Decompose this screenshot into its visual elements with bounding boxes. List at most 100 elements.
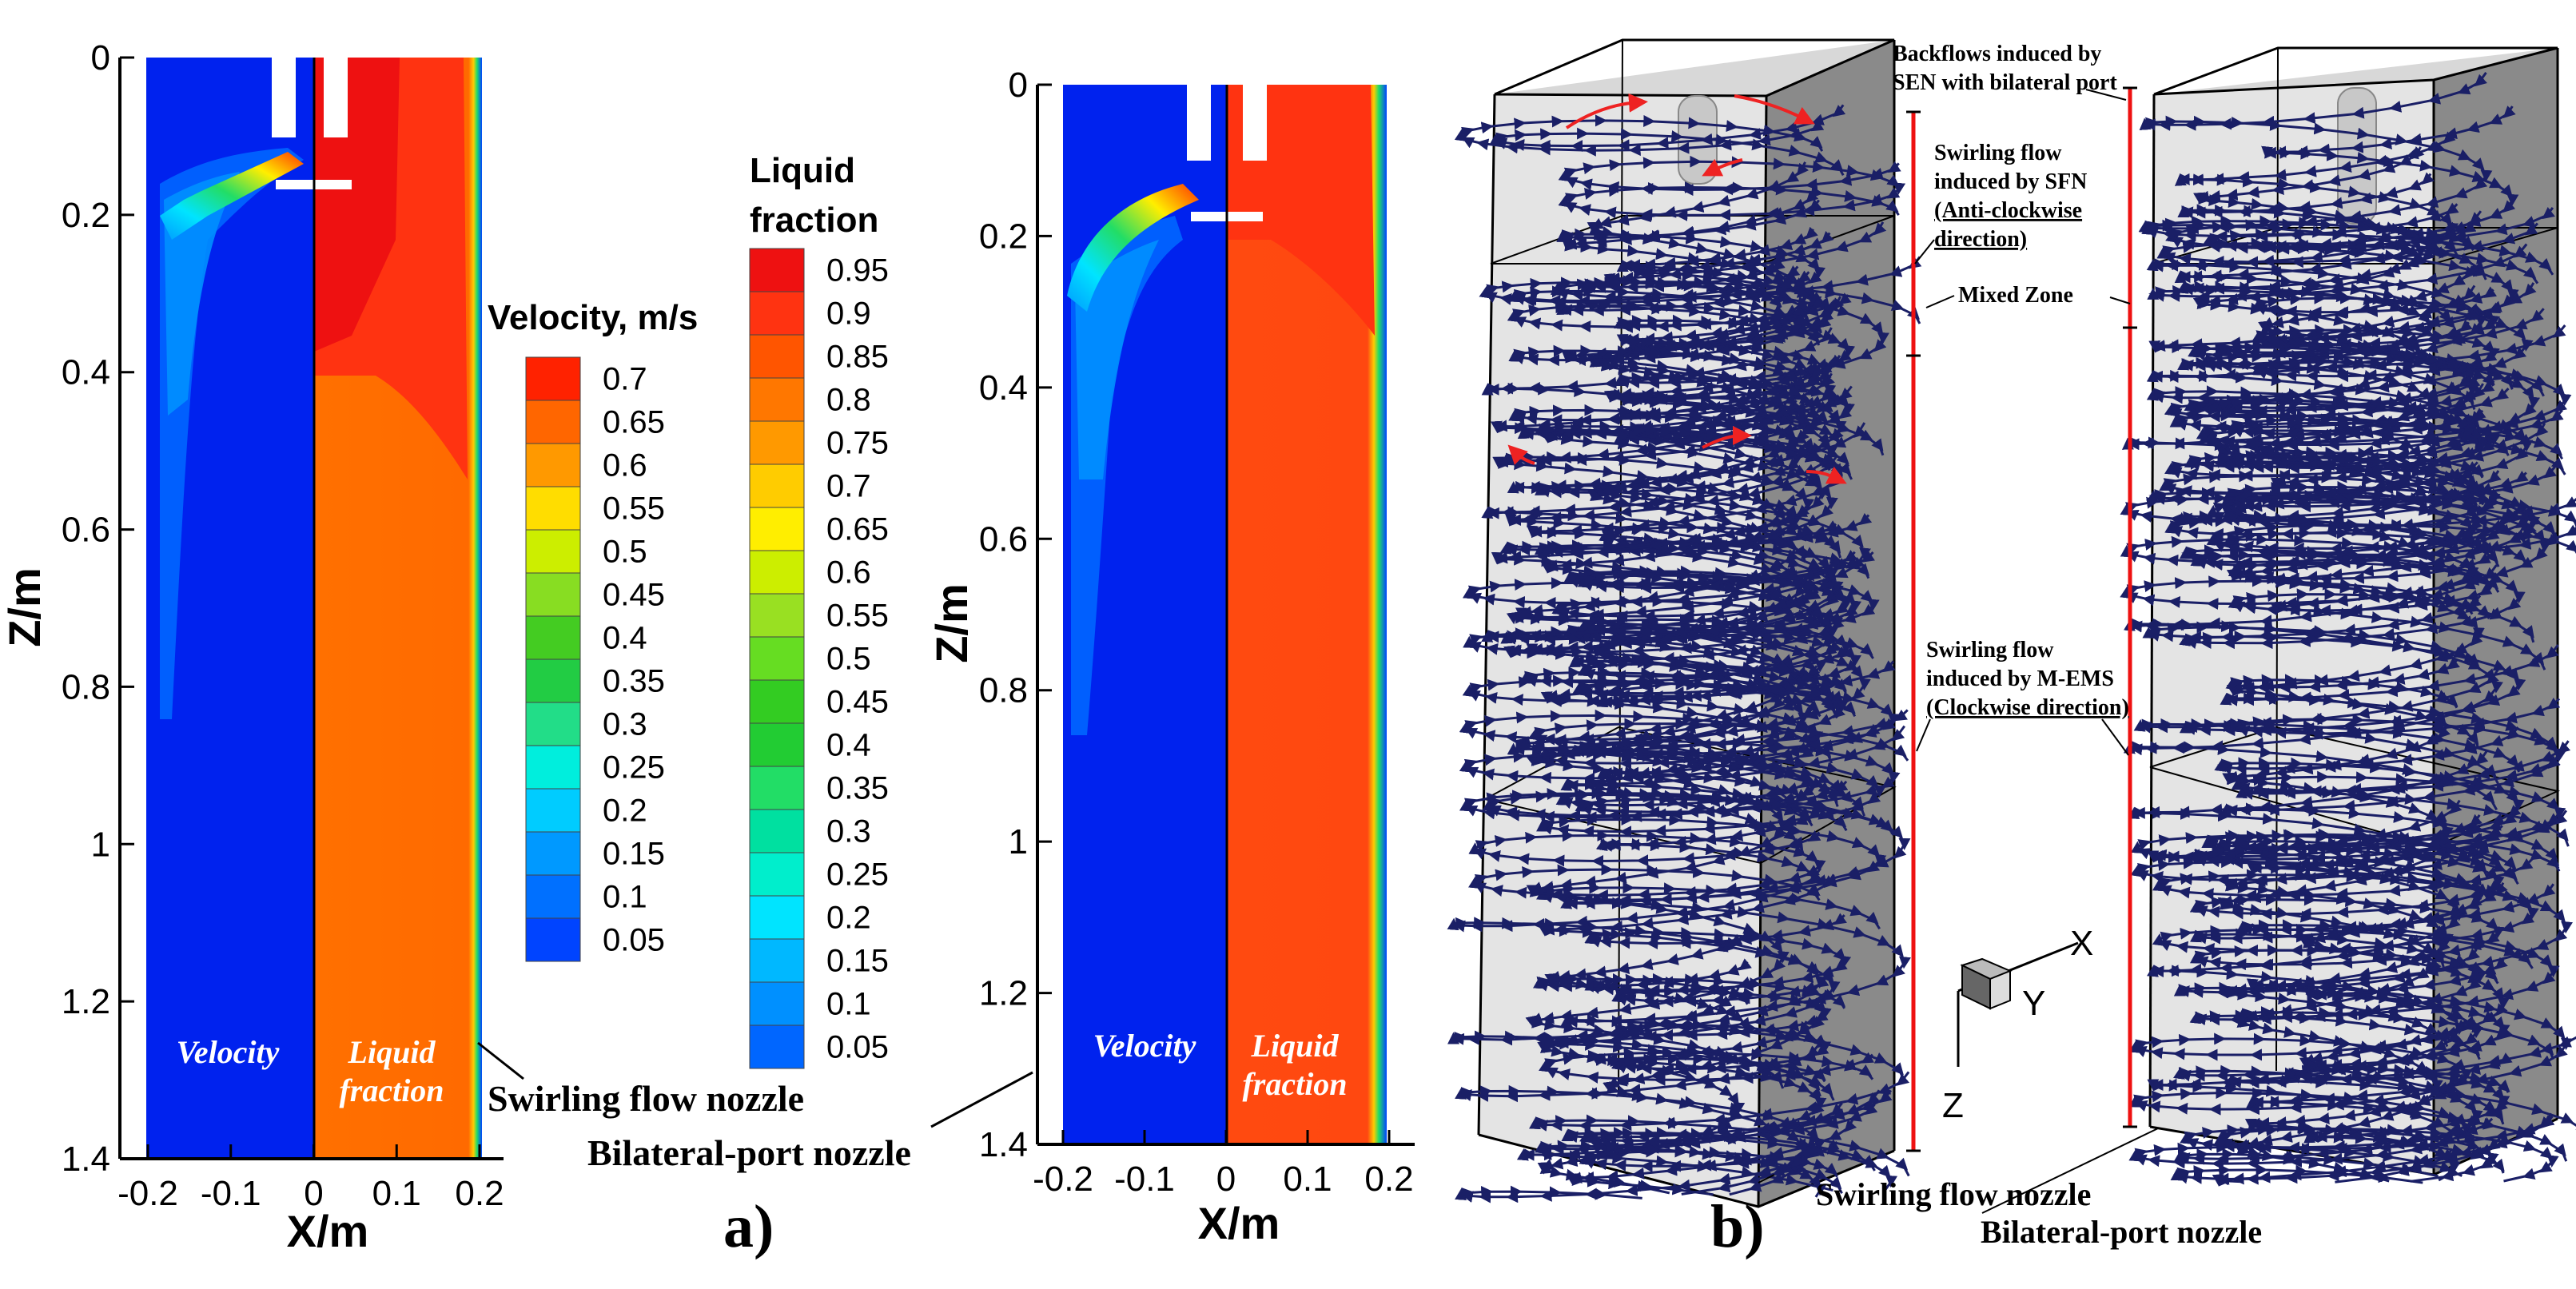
x-tick-label: -0.1 xyxy=(201,1174,261,1213)
nozzle-wall-right xyxy=(324,58,348,137)
y-tick-label: 0 xyxy=(91,38,110,78)
legend-level: 0.35 xyxy=(603,664,665,699)
fraction-label-line2: fraction xyxy=(1242,1066,1347,1102)
legend-level: 0.55 xyxy=(603,491,665,527)
x-tick-label: -0.2 xyxy=(1033,1160,1093,1199)
legend-level: 0.7 xyxy=(826,469,871,504)
legend-level: 0.2 xyxy=(603,794,647,829)
legend-level: 0.35 xyxy=(826,771,889,806)
y-tick-label: 0 xyxy=(1009,66,1028,105)
y-tick-label: 1.2 xyxy=(62,982,110,1021)
legend-level: 0.65 xyxy=(826,512,889,547)
legend-swatch xyxy=(525,529,581,574)
fraction-legend-title-line1: Liquid xyxy=(750,151,855,190)
legend-swatch xyxy=(525,486,581,531)
mixed-zone-label: Mixed Zone xyxy=(1958,283,2073,308)
y-tick-label: 0.2 xyxy=(62,196,110,235)
plot1-caption: Swirling flow nozzle xyxy=(488,1078,804,1119)
nozzle-wall-left xyxy=(272,58,296,137)
legend-swatch xyxy=(749,679,805,724)
y-tick-label: 1.2 xyxy=(979,974,1028,1013)
plot2-caption: Bilateral-port nozzle xyxy=(587,1132,911,1173)
x-tick-label: 0.1 xyxy=(372,1174,421,1213)
legend-swatch xyxy=(749,550,805,595)
legend-swatch xyxy=(749,722,805,767)
legend-swatch xyxy=(749,507,805,551)
legend-level: 0.3 xyxy=(826,814,871,849)
y-ticks: 0 0.2 0.4 0.6 0.8 1 1.2 1.4 xyxy=(979,66,1052,1164)
legend-level: 0.8 xyxy=(826,383,871,418)
legend-level: 0.4 xyxy=(826,728,871,763)
swirl-sfn-line2: induced by SFN xyxy=(1934,169,2087,194)
legend-level: 0.7 xyxy=(603,362,647,397)
streamline xyxy=(1468,829,1826,901)
streamline xyxy=(1538,873,1841,1101)
legend-level: 0.25 xyxy=(826,857,889,893)
fraction-label-line2: fraction xyxy=(339,1072,444,1108)
streamline xyxy=(1454,114,1825,157)
y-axis-label: Z/m xyxy=(926,583,977,663)
velocity-legend: Velocity, m/s 0.70.650.60.550.50.450.40.… xyxy=(488,298,698,962)
legend-swatch xyxy=(749,334,805,379)
x-tick-label: 0.2 xyxy=(455,1174,504,1213)
legend-swatch xyxy=(525,658,581,703)
x-tick-label: -0.2 xyxy=(117,1174,178,1213)
streamline xyxy=(2141,202,2459,256)
panel-a-label: a) xyxy=(723,1193,774,1260)
streamline xyxy=(2189,829,2505,985)
y-tick-label: 0.6 xyxy=(62,511,110,550)
legend-swatch xyxy=(525,443,581,487)
y-tick-label: 1.4 xyxy=(979,1125,1028,1164)
legend-level: 0.4 xyxy=(603,621,647,656)
legend-level: 0.65 xyxy=(603,405,665,440)
legend-swatch xyxy=(749,981,805,1026)
legend-swatch xyxy=(525,572,581,617)
fraction-label-line1: Liquid xyxy=(348,1034,436,1070)
legend-swatch xyxy=(749,766,805,810)
panel-b-annotations: Backflows induced by SEN with bilateral … xyxy=(1893,42,2131,756)
triad-z-label: Z xyxy=(1942,1086,1964,1125)
legend-swatch xyxy=(749,852,805,897)
caption-leader xyxy=(477,1041,524,1080)
streamline xyxy=(2128,1019,2473,1177)
swirl-sfn-line4: direction) xyxy=(1934,227,2027,252)
legend-level: 0.1 xyxy=(826,987,871,1022)
streamline xyxy=(1462,567,1827,718)
caption-swirling-flow: Swirling flow nozzle xyxy=(1816,1176,2091,1212)
contour-plot-swirling: 0 0.2 0.4 0.6 0.8 1 1.2 1.4 -0.2 -0.1 0 0.1 0.2 Z/m… xyxy=(0,38,804,1256)
y-tick-label: 0.4 xyxy=(62,353,110,392)
legend-level: 0.25 xyxy=(603,750,665,786)
legend-level: 0.6 xyxy=(826,555,871,591)
y-tick-label: 0.4 xyxy=(979,368,1028,408)
legend-swatch xyxy=(525,702,581,746)
velocity-legend-title: Velocity, m/s xyxy=(488,298,698,337)
legend-level: 0.05 xyxy=(826,1030,889,1065)
legend-level: 0.15 xyxy=(603,837,665,872)
x-ticks: -0.2 -0.1 0 0.1 0.2 xyxy=(1033,1130,1414,1199)
legend-level: 0.55 xyxy=(826,599,889,634)
legend-swatch xyxy=(749,593,805,638)
legend-swatch xyxy=(749,420,805,465)
triad-cube-right xyxy=(1989,969,2011,1010)
legend-swatch xyxy=(749,938,805,983)
x-tick-label: 0 xyxy=(1216,1160,1236,1199)
legend-level: 0.75 xyxy=(826,426,889,461)
streamline xyxy=(1459,706,1819,827)
streamline xyxy=(2146,243,2534,548)
legend-swatch xyxy=(749,291,805,336)
velocity-jet xyxy=(160,152,304,240)
fraction-legend-swatches: 0.95 0.9 0.85 0.8 0.75 0.7 0.65 0.6 0.55 0.5 0.45 0… xyxy=(749,248,889,1069)
legend-swatch xyxy=(749,895,805,940)
streamline xyxy=(1561,1089,1897,1192)
swirl-sfn-line1: Swirling flow xyxy=(1934,141,2062,165)
streamline xyxy=(2214,1115,2559,1183)
zone-markers xyxy=(1906,86,2137,1152)
swirl-sfn-line3: (Anti-clockwise xyxy=(1934,198,2082,223)
legend-level: 0.5 xyxy=(826,642,871,677)
legend-level: 0.45 xyxy=(826,685,889,720)
legend-level: 0.5 xyxy=(603,535,647,570)
streamlines xyxy=(1447,104,1922,1203)
streamline xyxy=(1580,258,1786,309)
nozzle-wall-left xyxy=(1187,85,1211,161)
streamline-box-swirling xyxy=(1447,38,1922,1208)
